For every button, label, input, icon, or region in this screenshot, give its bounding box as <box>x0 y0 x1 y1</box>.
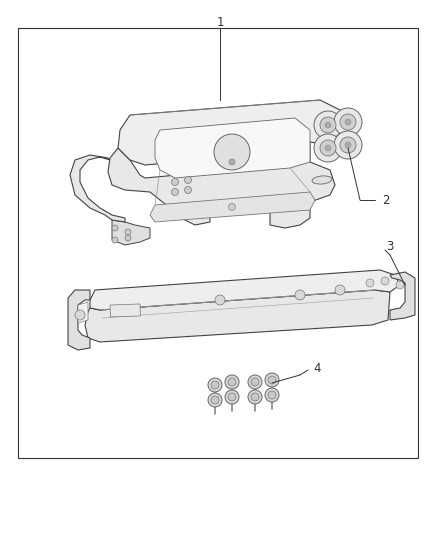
Circle shape <box>335 285 345 295</box>
Circle shape <box>184 187 191 193</box>
Polygon shape <box>78 302 88 323</box>
Circle shape <box>320 140 336 156</box>
Circle shape <box>125 229 131 235</box>
Circle shape <box>228 378 236 386</box>
Circle shape <box>381 277 389 285</box>
Polygon shape <box>390 272 415 320</box>
Text: 2: 2 <box>382 193 389 206</box>
Circle shape <box>229 204 236 211</box>
Ellipse shape <box>312 176 332 184</box>
Text: 4: 4 <box>313 361 321 375</box>
Circle shape <box>208 378 222 392</box>
Polygon shape <box>90 270 400 310</box>
Circle shape <box>248 390 262 404</box>
Text: 3: 3 <box>386 239 394 253</box>
Circle shape <box>268 376 276 384</box>
Polygon shape <box>112 220 150 245</box>
Circle shape <box>225 375 239 389</box>
Circle shape <box>184 176 191 183</box>
Circle shape <box>211 396 219 404</box>
Circle shape <box>314 134 342 162</box>
Circle shape <box>396 281 404 289</box>
Circle shape <box>214 134 250 170</box>
Circle shape <box>225 390 239 404</box>
Circle shape <box>325 122 331 128</box>
Bar <box>110 304 141 317</box>
Bar <box>18 28 418 458</box>
Circle shape <box>340 114 356 130</box>
Circle shape <box>334 131 362 159</box>
Circle shape <box>265 388 279 402</box>
Circle shape <box>251 393 259 401</box>
Circle shape <box>172 179 179 185</box>
Polygon shape <box>150 192 315 222</box>
Circle shape <box>320 117 336 133</box>
Polygon shape <box>118 100 355 165</box>
Circle shape <box>125 235 131 241</box>
Circle shape <box>211 381 219 389</box>
Circle shape <box>208 393 222 407</box>
Polygon shape <box>108 148 335 228</box>
Circle shape <box>325 145 331 151</box>
Circle shape <box>268 391 276 399</box>
Circle shape <box>295 290 305 300</box>
Circle shape <box>229 159 235 165</box>
Circle shape <box>228 393 236 401</box>
Polygon shape <box>70 155 125 222</box>
Circle shape <box>172 189 179 196</box>
Circle shape <box>334 108 362 136</box>
Polygon shape <box>68 290 90 350</box>
Circle shape <box>314 111 342 139</box>
Circle shape <box>265 373 279 387</box>
Circle shape <box>215 295 225 305</box>
Circle shape <box>345 142 351 148</box>
Circle shape <box>340 137 356 153</box>
Polygon shape <box>155 118 310 178</box>
Circle shape <box>248 375 262 389</box>
Polygon shape <box>85 290 390 342</box>
Circle shape <box>366 279 374 287</box>
Circle shape <box>112 225 118 231</box>
Text: 1: 1 <box>216 15 224 28</box>
Circle shape <box>112 237 118 243</box>
Circle shape <box>75 310 85 320</box>
Circle shape <box>345 119 351 125</box>
Circle shape <box>251 378 259 386</box>
